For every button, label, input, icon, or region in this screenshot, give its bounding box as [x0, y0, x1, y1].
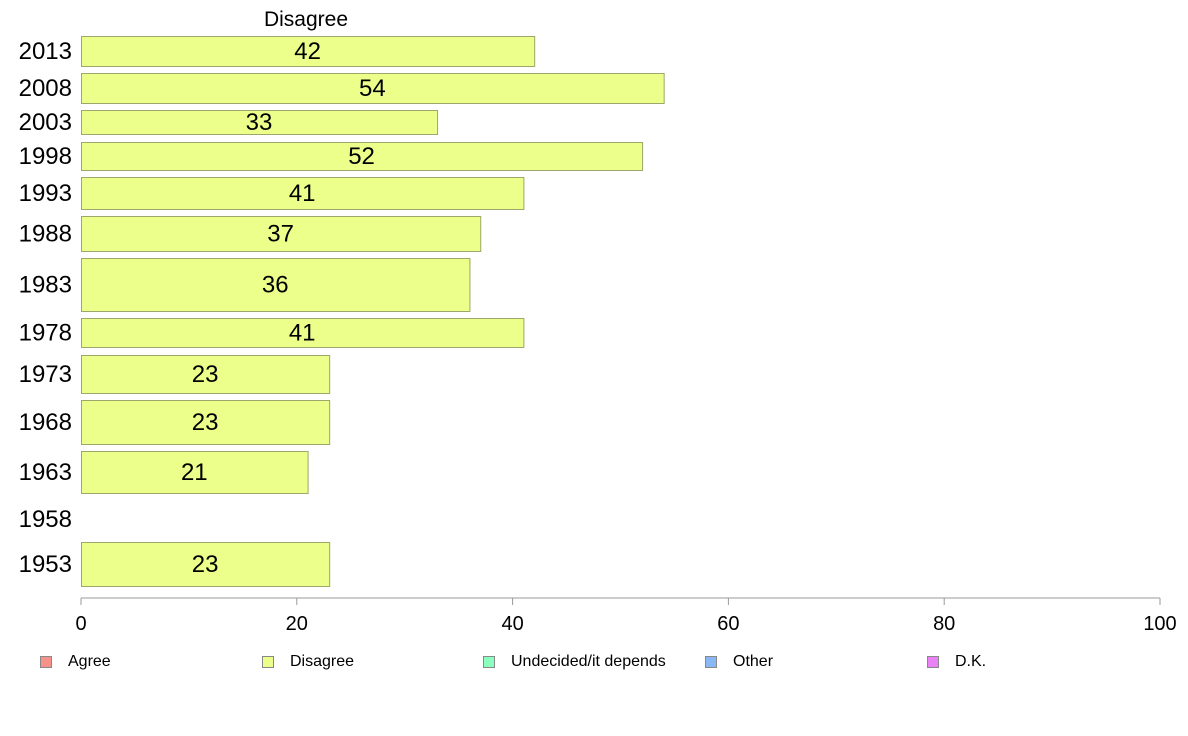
bar [81, 258, 471, 312]
bar-value-label: 42 [294, 38, 321, 65]
bar [81, 451, 309, 494]
bar-value-label: 52 [348, 143, 375, 170]
bar [81, 110, 439, 135]
y-tick-label: 1968 [19, 409, 72, 436]
x-tick-label: 20 [286, 613, 308, 635]
y-tick-label: 1953 [19, 551, 72, 578]
y-tick-label: 1998 [19, 143, 72, 170]
bar [81, 318, 525, 348]
legend-label-disagree: Disagree [290, 653, 355, 670]
bar-value-label: 37 [267, 221, 294, 248]
bar [81, 142, 644, 171]
bar-value-label: 41 [289, 180, 316, 207]
y-tick-label: 1983 [19, 272, 72, 299]
bar-value-label: 41 [289, 320, 316, 347]
bar-value-label: 23 [192, 409, 219, 436]
legend-item-undecided: Undecided/it depends [483, 652, 666, 672]
bar-value-label: 33 [246, 109, 273, 136]
legend-swatch-disagree [262, 656, 274, 668]
legend-item-disagree: Disagree [262, 652, 354, 672]
x-tick-label: 80 [933, 613, 955, 635]
bar-value-label: 23 [192, 551, 219, 578]
x-axis: 0 20 40 60 80 100 [75, 597, 1177, 635]
bar [81, 400, 331, 445]
chart-title: Disagree [264, 8, 348, 31]
bar [81, 216, 482, 252]
x-tick-label: 40 [501, 613, 523, 635]
y-tick-label: 2003 [19, 109, 72, 136]
bar [81, 355, 331, 394]
bar-value-label: 23 [192, 361, 219, 388]
y-tick-label: 1963 [19, 459, 72, 486]
legend-swatch-agree [40, 656, 52, 668]
legend-swatch-dk [927, 656, 939, 668]
x-tick-label: 100 [1143, 613, 1176, 635]
x-tick-label: 60 [717, 613, 739, 635]
y-tick-label: 1958 [19, 506, 72, 533]
bars-group: 2013 42 2008 54 2003 33 1998 52 1993 41 1988 37 1983… [19, 36, 665, 587]
legend: Agree Disagree Undecided/it depends Othe… [0, 652, 1188, 674]
legend-swatch-other [705, 656, 717, 668]
legend-label-undecided: Undecided/it depends [511, 653, 666, 670]
bar-value-label: 54 [359, 75, 386, 102]
bar [81, 542, 331, 587]
legend-item-agree: Agree [40, 652, 111, 672]
legend-swatch-undecided [483, 656, 495, 668]
legend-label-other: Other [733, 653, 774, 670]
x-tick-label: 0 [75, 613, 86, 635]
bar [81, 73, 665, 104]
legend-item-dk: D.K. [927, 652, 986, 672]
legend-label-dk: D.K. [955, 653, 987, 670]
legend-item-other: Other [705, 652, 773, 672]
bar [81, 36, 536, 67]
y-tick-label: 1993 [19, 180, 72, 207]
bar-chart: Disagree 2013 42 2008 54 2003 33 1998 52 1993 41 1… [19, 8, 1177, 635]
y-tick-label: 1988 [19, 221, 72, 248]
bar-value-label: 21 [181, 459, 208, 486]
y-tick-label: 1978 [19, 320, 72, 347]
legend-label-agree: Agree [68, 653, 111, 670]
bar-value-label: 36 [262, 272, 289, 299]
y-tick-label: 2008 [19, 75, 72, 102]
bar [81, 177, 525, 210]
y-tick-label: 1973 [19, 361, 72, 388]
y-tick-label: 2013 [19, 38, 72, 65]
